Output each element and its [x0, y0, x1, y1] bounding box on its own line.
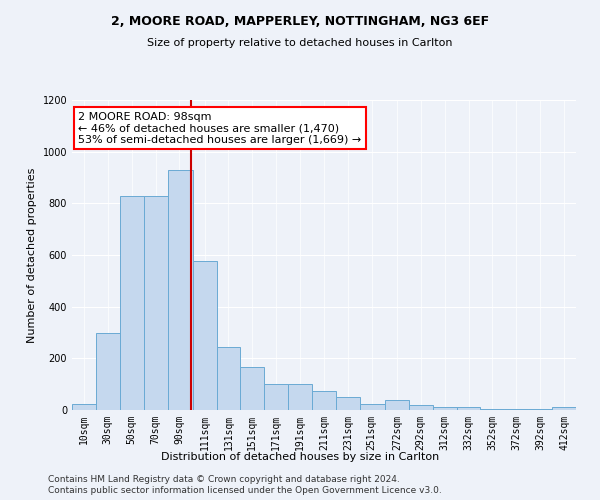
Bar [72, 404, 96, 410]
Bar [120, 196, 143, 410]
Bar [360, 404, 385, 410]
Bar [409, 405, 433, 410]
Bar [433, 408, 457, 410]
Bar [193, 262, 217, 410]
Bar [505, 408, 528, 410]
Bar [457, 408, 481, 410]
Bar [217, 346, 241, 410]
Bar [264, 384, 288, 410]
Text: 2 MOORE ROAD: 98sqm
← 46% of detached houses are smaller (1,470)
53% of semi-det: 2 MOORE ROAD: 98sqm ← 46% of detached ho… [78, 112, 361, 145]
Text: Distribution of detached houses by size in Carlton: Distribution of detached houses by size … [161, 452, 439, 462]
Bar [336, 397, 360, 410]
Bar [385, 400, 409, 410]
Text: Size of property relative to detached houses in Carlton: Size of property relative to detached ho… [147, 38, 453, 48]
Y-axis label: Number of detached properties: Number of detached properties [27, 168, 37, 342]
Text: Contains HM Land Registry data © Crown copyright and database right 2024.: Contains HM Land Registry data © Crown c… [48, 475, 400, 484]
Bar [241, 368, 264, 410]
Bar [167, 170, 193, 410]
Bar [288, 384, 312, 410]
Bar [481, 408, 505, 410]
Bar [312, 390, 336, 410]
Bar [528, 409, 552, 410]
Bar [552, 408, 576, 410]
Text: 2, MOORE ROAD, MAPPERLEY, NOTTINGHAM, NG3 6EF: 2, MOORE ROAD, MAPPERLEY, NOTTINGHAM, NG… [111, 15, 489, 28]
Bar [96, 332, 120, 410]
Text: Contains public sector information licensed under the Open Government Licence v3: Contains public sector information licen… [48, 486, 442, 495]
Bar [143, 196, 167, 410]
